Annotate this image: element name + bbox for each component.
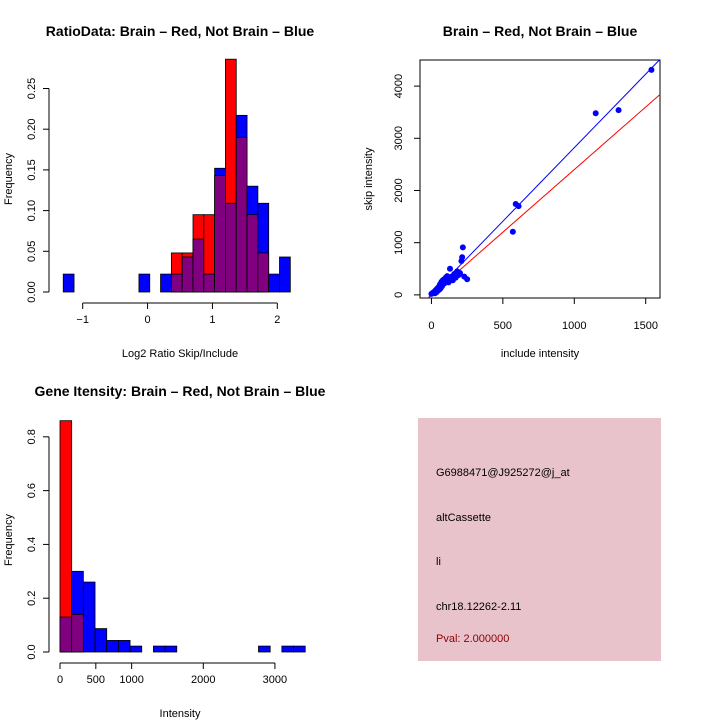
ratio-histogram-title: RatioData: Brain – Red, Not Brain – Blue — [46, 23, 315, 39]
gene-histogram-xlabel: Intensity — [160, 708, 201, 720]
x-tick-label: 500 — [494, 320, 512, 332]
y-tick-label: 0.0 — [26, 644, 38, 659]
scatter-point — [509, 228, 516, 235]
histogram-bar — [106, 640, 119, 653]
x-tick-label: 1500 — [633, 320, 657, 332]
histogram-overlap-bar — [235, 136, 248, 293]
y-tick-label: 1000 — [393, 230, 405, 254]
histogram-bar — [164, 645, 178, 653]
x-tick-label: 1000 — [562, 320, 586, 332]
y-tick-label: 0.20 — [26, 118, 38, 139]
scatter-point — [615, 107, 622, 114]
x-tick-label: 1000 — [119, 674, 143, 686]
y-tick-label: 4000 — [393, 74, 405, 98]
info-panel: G6988471@J925272@j_at altCassette li chr… — [418, 418, 661, 661]
info-event: altCassette — [436, 512, 491, 524]
histogram-overlap-bar — [225, 202, 237, 293]
info-location: chr18.12262-2.11 — [436, 601, 521, 613]
ratio-histogram-panel: RatioData: Brain – Red, Not Brain – Blue… — [3, 23, 314, 360]
histogram-bar — [153, 645, 166, 653]
info-background — [418, 418, 661, 661]
y-tick-label: 2000 — [393, 178, 405, 202]
scatter-point — [515, 203, 522, 210]
histogram-bar — [117, 640, 131, 653]
y-tick-label: 0.6 — [26, 483, 38, 498]
x-tick-label: 0 — [57, 674, 63, 686]
x-tick-label: 3000 — [263, 674, 287, 686]
histogram-bar — [160, 273, 172, 293]
y-tick-label: 0.25 — [26, 78, 38, 99]
ratio-histogram-xlabel: Log2 Ratio Skip/Include — [122, 348, 238, 360]
scatter-point — [457, 269, 463, 276]
x-tick-label: 2000 — [191, 674, 215, 686]
histogram-overlap-bar — [203, 273, 216, 293]
histogram-overlap-bar — [170, 273, 183, 293]
x-tick-label: 1 — [209, 314, 215, 326]
histogram-overlap-bar — [257, 252, 270, 293]
scatter-point — [459, 244, 466, 251]
scatter-point — [447, 265, 453, 272]
info-probe: G6988471@J925272@j_at — [436, 467, 570, 479]
histogram-overlap-bar — [181, 256, 194, 293]
intensity-scatter-panel: Brain – Red, Not Brain – Blue include in… — [363, 23, 661, 360]
histogram-bar — [62, 273, 75, 293]
x-tick-label: 500 — [87, 674, 105, 686]
gene-histogram-title: Gene Itensity: Brain – Red, Not Brain – … — [35, 383, 326, 399]
histogram-overlap-bar — [246, 214, 259, 293]
ratio-histogram-ylabel: Frequency — [3, 153, 15, 205]
y-tick-label: 0.2 — [26, 591, 38, 606]
histogram-bar — [258, 645, 271, 653]
y-tick-label: 0.15 — [26, 159, 38, 180]
histogram-bar — [129, 645, 143, 653]
x-tick-label: 0 — [145, 314, 151, 326]
scatter-point — [459, 254, 466, 261]
histogram-bar — [138, 273, 151, 293]
scatter-plot-box — [419, 59, 661, 299]
y-tick-label: 0.05 — [26, 241, 38, 262]
histogram-bar — [94, 628, 108, 653]
histogram-bar — [268, 273, 280, 293]
histogram-overlap-bar — [214, 175, 226, 293]
histogram-bar — [279, 256, 291, 293]
x-tick-label: 2 — [274, 314, 280, 326]
y-tick-label: 3000 — [393, 126, 405, 150]
scatter-ylabel: skip intensity — [363, 147, 375, 210]
histogram-overlap-bar — [71, 613, 84, 653]
histogram-bar — [281, 645, 294, 653]
scatter-point — [464, 276, 471, 283]
y-tick-label: 0.4 — [26, 537, 38, 552]
scatter-point — [592, 110, 599, 117]
y-tick-label: 0.8 — [26, 429, 38, 444]
histogram-overlap-bar — [59, 616, 73, 653]
info-type: li — [436, 556, 441, 568]
blue-fit-line — [428, 59, 660, 299]
gene-intensity-histogram-panel: Gene Itensity: Brain – Red, Not Brain – … — [3, 383, 326, 720]
info-pval: Pval: 2.000000 — [436, 633, 509, 645]
red-fit-line — [427, 94, 661, 299]
y-tick-label: 0 — [393, 292, 405, 298]
histogram-bar — [293, 645, 306, 653]
gene-histogram-ylabel: Frequency — [3, 514, 15, 566]
scatter-point — [648, 66, 655, 73]
scatter-title: Brain – Red, Not Brain – Blue — [443, 23, 638, 39]
x-tick-label: −1 — [76, 314, 89, 326]
histogram-overlap-bar — [192, 238, 205, 293]
y-tick-label: 0.00 — [26, 281, 38, 302]
x-tick-label: 0 — [428, 320, 434, 332]
histogram-bar — [82, 581, 96, 653]
scatter-xlabel: include intensity — [501, 348, 580, 360]
y-tick-label: 0.10 — [26, 200, 38, 221]
